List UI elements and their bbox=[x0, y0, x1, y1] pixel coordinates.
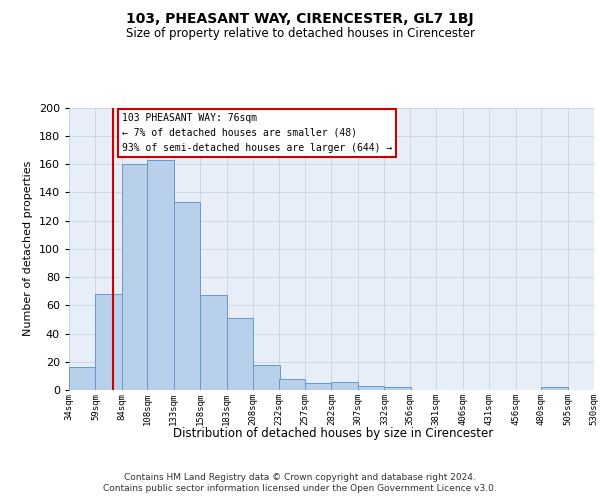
Bar bbox=[305, 383, 331, 390]
Text: 103, PHEASANT WAY, CIRENCESTER, GL7 1BJ: 103, PHEASANT WAY, CIRENCESTER, GL7 1BJ bbox=[126, 12, 474, 26]
Bar bbox=[541, 387, 568, 390]
Bar bbox=[227, 318, 253, 390]
Text: Contains HM Land Registry data © Crown copyright and database right 2024.: Contains HM Land Registry data © Crown c… bbox=[124, 472, 476, 482]
Bar bbox=[174, 202, 200, 390]
Text: Distribution of detached houses by size in Cirencester: Distribution of detached houses by size … bbox=[173, 428, 493, 440]
Bar bbox=[200, 296, 227, 390]
Bar bbox=[69, 368, 95, 390]
Text: Size of property relative to detached houses in Cirencester: Size of property relative to detached ho… bbox=[125, 28, 475, 40]
Bar bbox=[95, 294, 122, 390]
Bar bbox=[331, 382, 358, 390]
Bar bbox=[253, 364, 280, 390]
Text: 103 PHEASANT WAY: 76sqm
← 7% of detached houses are smaller (48)
93% of semi-det: 103 PHEASANT WAY: 76sqm ← 7% of detached… bbox=[122, 113, 392, 153]
Bar bbox=[148, 160, 174, 390]
Text: Contains public sector information licensed under the Open Government Licence v3: Contains public sector information licen… bbox=[103, 484, 497, 493]
Bar bbox=[122, 164, 148, 390]
Bar bbox=[385, 387, 411, 390]
Y-axis label: Number of detached properties: Number of detached properties bbox=[23, 161, 33, 336]
Bar bbox=[278, 378, 305, 390]
Bar bbox=[358, 386, 385, 390]
